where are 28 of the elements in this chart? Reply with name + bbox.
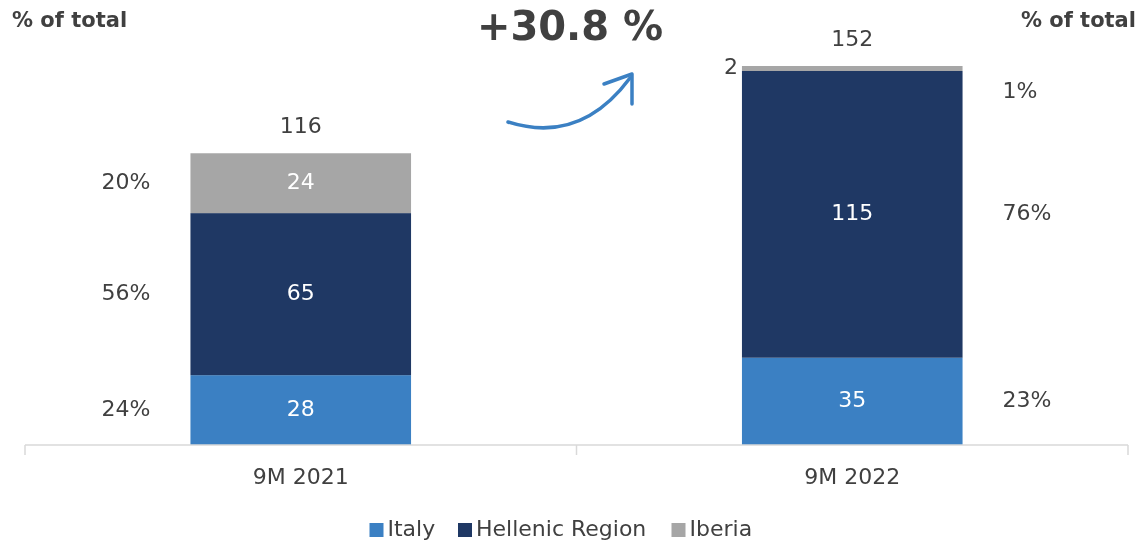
data-label: 65	[286, 280, 315, 306]
legend-label: Italy	[387, 516, 436, 541]
bar	[190, 375, 412, 445]
total-label: 152	[831, 26, 874, 51]
bar	[190, 153, 412, 214]
annotation: 56%	[101, 280, 151, 306]
data-label: 115	[831, 200, 874, 226]
data-label: 28	[286, 396, 315, 422]
text: % of total	[1020, 8, 1136, 32]
annotation: 23%	[1002, 387, 1052, 413]
data-label: 35	[838, 387, 867, 413]
data-label: 24	[286, 169, 315, 195]
legend-label: Iberia	[689, 516, 753, 541]
x-tick-label: 9M 2022	[804, 464, 901, 489]
annotation: 20%	[101, 169, 151, 195]
bar	[741, 70, 963, 358]
annotation: 1%	[1002, 78, 1038, 103]
legend-label: Hellenic Region	[476, 516, 647, 541]
data-label: 2	[723, 54, 738, 80]
bar	[190, 213, 412, 376]
text: % of total	[12, 8, 128, 32]
bar	[741, 66, 963, 71]
annotation: 24%	[101, 396, 151, 422]
bar	[741, 357, 963, 445]
x-tick-label: 9M 2021	[252, 464, 349, 489]
annotation: 76%	[1002, 200, 1052, 226]
chart-title: +30.8 %	[476, 3, 664, 49]
total-label: 116	[279, 113, 322, 139]
